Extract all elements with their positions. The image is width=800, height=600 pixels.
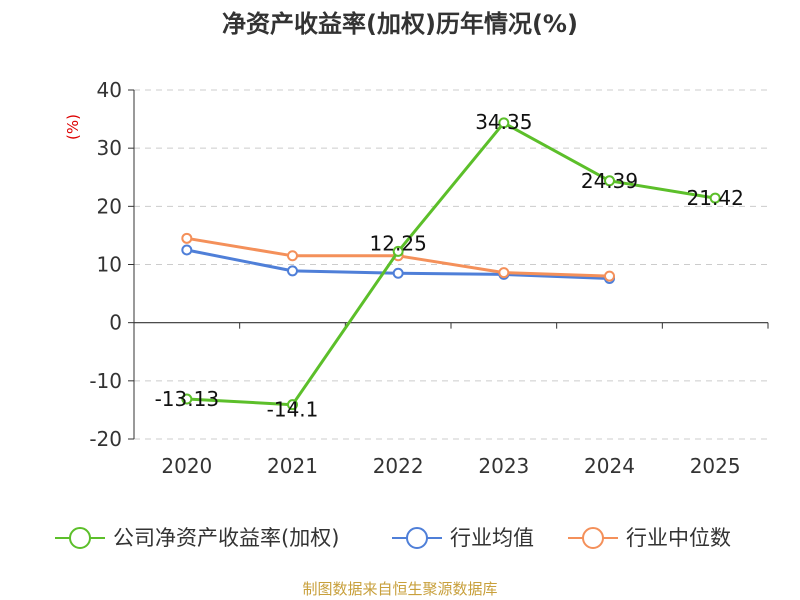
data-label: 21.42 (687, 186, 744, 210)
data-point (604, 175, 615, 187)
legend-marker (69, 527, 91, 549)
x-tick-label: 2025 (690, 454, 741, 478)
gridlines (134, 89, 768, 440)
data-point (709, 192, 721, 204)
y-axis-unit-label: (%) (64, 114, 82, 140)
data-point (287, 265, 298, 277)
y-tick-label: 40 (97, 78, 122, 102)
x-tick-label: 2021 (267, 454, 318, 478)
legend-item-1[interactable]: 行业均值 (392, 526, 534, 550)
chart-title: 净资产收益率(加权)历年情况(%) (222, 10, 578, 38)
legend-label: 公司净资产收益率(加权) (113, 526, 339, 550)
legend[interactable]: 公司净资产收益率(加权) 行业均值 行业中位数 (55, 526, 731, 550)
y-tick-label: -10 (89, 369, 122, 393)
data-label: 24.39 (581, 169, 638, 193)
source-note: 制图数据来自恒生聚源数据库 (302, 580, 497, 598)
legend-label: 行业均值 (450, 526, 534, 550)
data-label: 12.25 (370, 231, 427, 255)
y-tick-label: -20 (89, 427, 122, 451)
data-label: -13.13 (155, 387, 219, 411)
data-point (181, 244, 193, 256)
x-tick-label: 2024 (584, 454, 635, 478)
data-point (287, 399, 298, 411)
y-tick-label: 20 (97, 194, 122, 218)
legend-item-2[interactable]: 行业中位数 (568, 526, 731, 550)
data-point (181, 232, 193, 244)
axes: 40 30 20 10 0 -10 -20 2020 2021 2022 2023 2024 2025 (89, 78, 769, 478)
series-lines (181, 117, 721, 411)
x-tick-label: 2020 (161, 454, 212, 478)
data-label: 34.35 (475, 110, 532, 134)
y-tick-label: 10 (97, 253, 122, 277)
x-tick-label: 2022 (373, 454, 424, 478)
data-point (392, 245, 404, 257)
y-tick-label: 0 (109, 311, 122, 335)
legend-label: 行业中位数 (626, 526, 731, 550)
x-tick-label: 2023 (478, 454, 529, 478)
data-point (181, 393, 193, 405)
legend-marker (406, 527, 428, 549)
data-label: -14.1 (267, 398, 319, 422)
legend-marker (582, 527, 604, 549)
data-point (287, 250, 298, 262)
legend-item-0[interactable]: 公司净资产收益率(加权) (55, 526, 339, 550)
data-point (498, 267, 510, 279)
data-labels: -13.13 -14.1 12.25 34.35 24.39 21.42 (155, 110, 744, 422)
data-point (392, 267, 404, 279)
data-point (498, 117, 510, 129)
y-tick-label: 30 (97, 136, 122, 160)
data-point (604, 270, 615, 282)
series-line-0 (185, 121, 717, 407)
